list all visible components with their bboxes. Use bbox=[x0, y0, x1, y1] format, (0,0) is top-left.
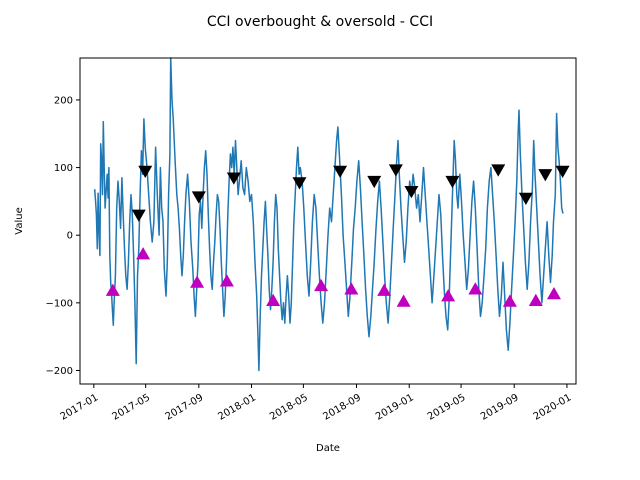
overbought-marker-12 bbox=[538, 169, 553, 182]
oversold-marker-2 bbox=[190, 275, 205, 288]
overbought-marker-3 bbox=[226, 172, 241, 185]
oversold-marker-11 bbox=[502, 294, 517, 307]
oversold-marker-6 bbox=[344, 282, 359, 295]
oversold-marker-8 bbox=[396, 294, 411, 307]
oversold-marker-3 bbox=[219, 274, 234, 287]
oversold-marker-1 bbox=[136, 247, 151, 260]
oversold-marker-12 bbox=[528, 293, 543, 307]
y-tick-label-3: 100 bbox=[54, 163, 73, 174]
overbought-marker-2 bbox=[191, 191, 206, 204]
overbought-marker-11 bbox=[518, 192, 533, 206]
axes-frame bbox=[79, 57, 577, 385]
cci-series-line-0 bbox=[93, 57, 564, 372]
oversold-marker-13 bbox=[546, 287, 561, 300]
y-tick-label-1: −100 bbox=[46, 298, 73, 309]
overbought-marker-5 bbox=[333, 165, 348, 178]
y-axis: −200 −100 0 100 200 bbox=[46, 95, 80, 377]
cci-line-group bbox=[93, 57, 564, 372]
oversold-marker-0 bbox=[105, 283, 120, 296]
y-tick-label-4: 200 bbox=[54, 95, 73, 106]
chart-title: CCI overbought & oversold - CCI bbox=[207, 14, 433, 30]
overbought-marker-10 bbox=[491, 164, 506, 177]
oversold-marker-10 bbox=[468, 282, 483, 295]
overbought-marker-6 bbox=[367, 175, 382, 189]
signal-markers bbox=[105, 164, 570, 307]
overbought-marker-0 bbox=[131, 209, 146, 222]
overbought-marker-9 bbox=[445, 175, 460, 189]
x-axis-label: Date bbox=[316, 443, 340, 454]
y-tick-label-0: −200 bbox=[46, 366, 73, 377]
oversold-marker-4 bbox=[266, 293, 281, 307]
y-axis-label: Value bbox=[14, 207, 25, 234]
oversold-marker-7 bbox=[377, 283, 392, 296]
overbought-marker-7 bbox=[388, 164, 403, 177]
overbought-marker-4 bbox=[292, 177, 307, 190]
oversold-marker-9 bbox=[441, 289, 456, 302]
overbought-marker-13 bbox=[555, 165, 570, 178]
overbought-marker-1 bbox=[138, 165, 153, 178]
overbought-marker-8 bbox=[404, 185, 419, 199]
y-tick-label-2: 0 bbox=[67, 231, 73, 242]
oversold-marker-5 bbox=[314, 278, 329, 292]
